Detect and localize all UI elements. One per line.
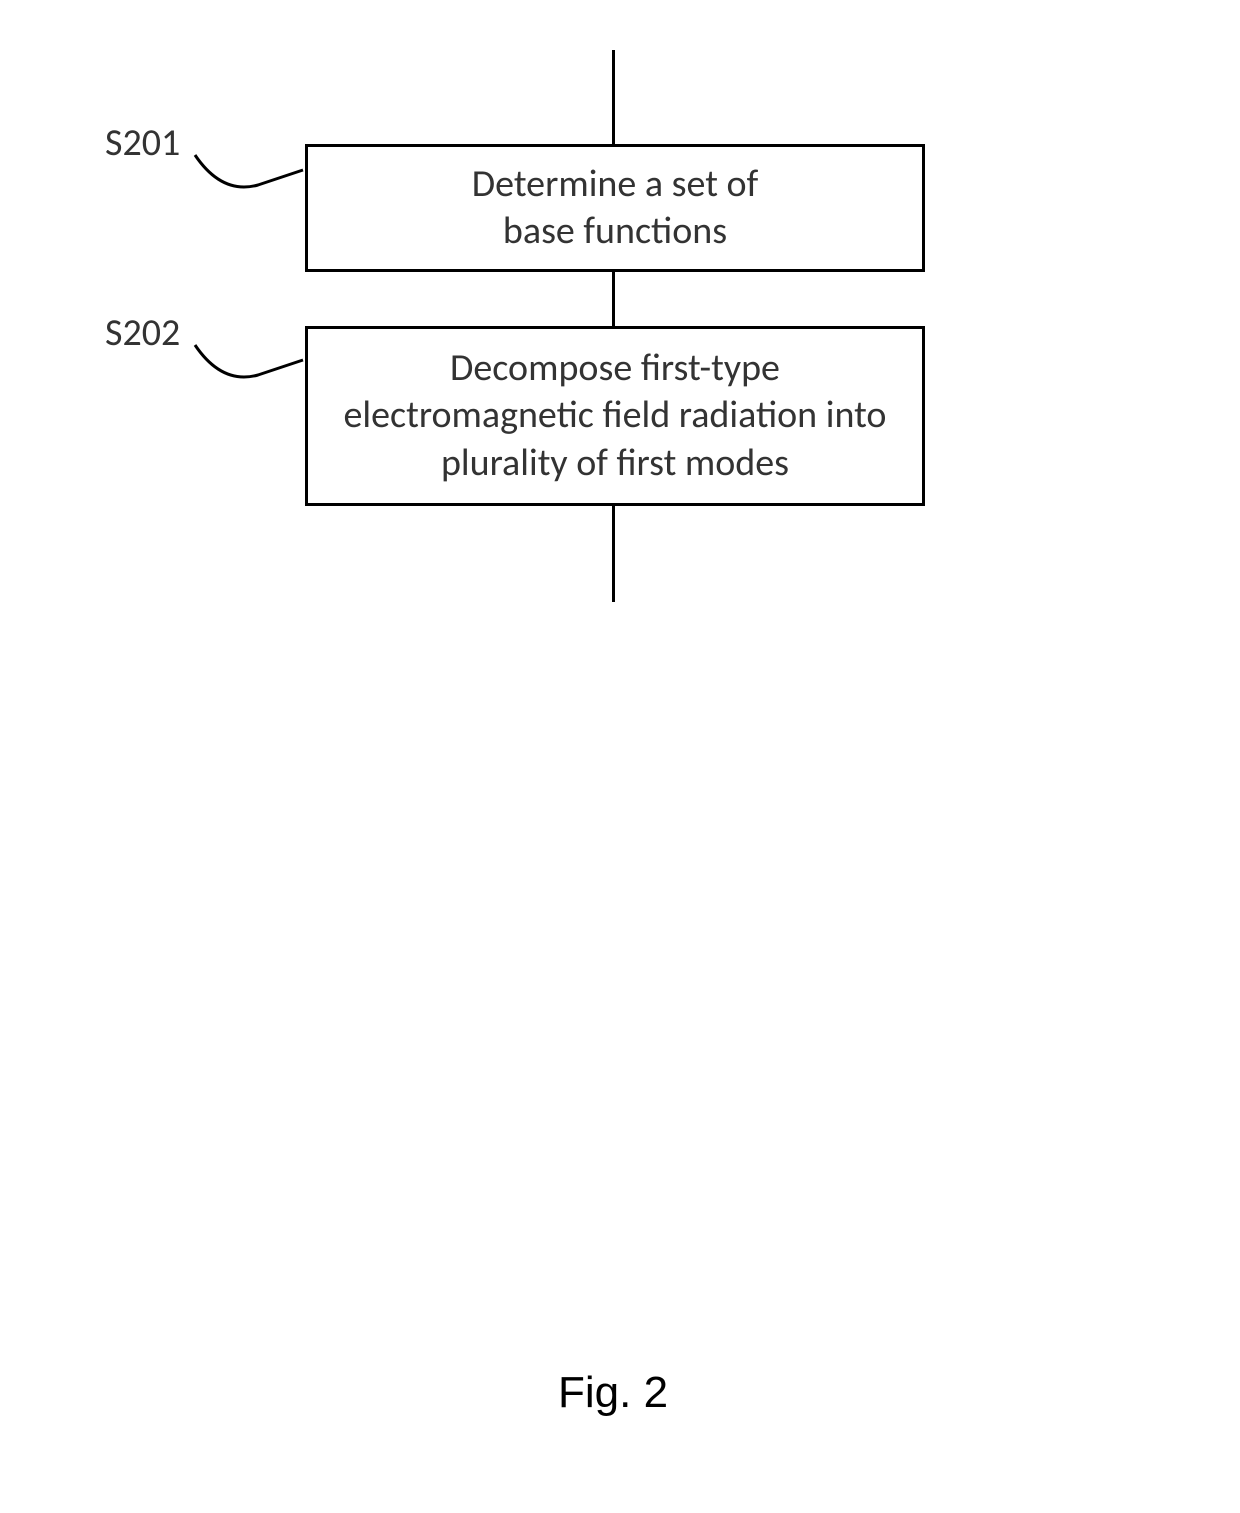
connector-top xyxy=(612,50,615,144)
label-s201: S201 xyxy=(105,120,180,166)
box-2-line-3: plurality of first modes xyxy=(441,440,789,486)
flowchart-container: Determine a set of base functions S201 D… xyxy=(0,0,1240,1513)
connector-bottom xyxy=(612,506,615,602)
box-1-line-1: Determine a set of xyxy=(472,161,758,207)
box-2-line-1: Decompose first-type xyxy=(450,345,780,391)
box-2-line-2: electromagnetic field radiation into xyxy=(344,392,887,438)
flowchart-box-2: Decompose first-type electromagnetic fie… xyxy=(305,326,925,506)
box-2-text: Decompose first-type electromagnetic fie… xyxy=(344,345,887,488)
figure-label: Fig. 2 xyxy=(558,1368,668,1418)
flowchart-box-1: Determine a set of base functions xyxy=(305,144,925,272)
connector-mid xyxy=(612,272,615,326)
label-s202: S202 xyxy=(105,310,180,356)
box-1-line-2: base functions xyxy=(503,208,727,254)
box-1-text: Determine a set of base functions xyxy=(472,161,758,256)
